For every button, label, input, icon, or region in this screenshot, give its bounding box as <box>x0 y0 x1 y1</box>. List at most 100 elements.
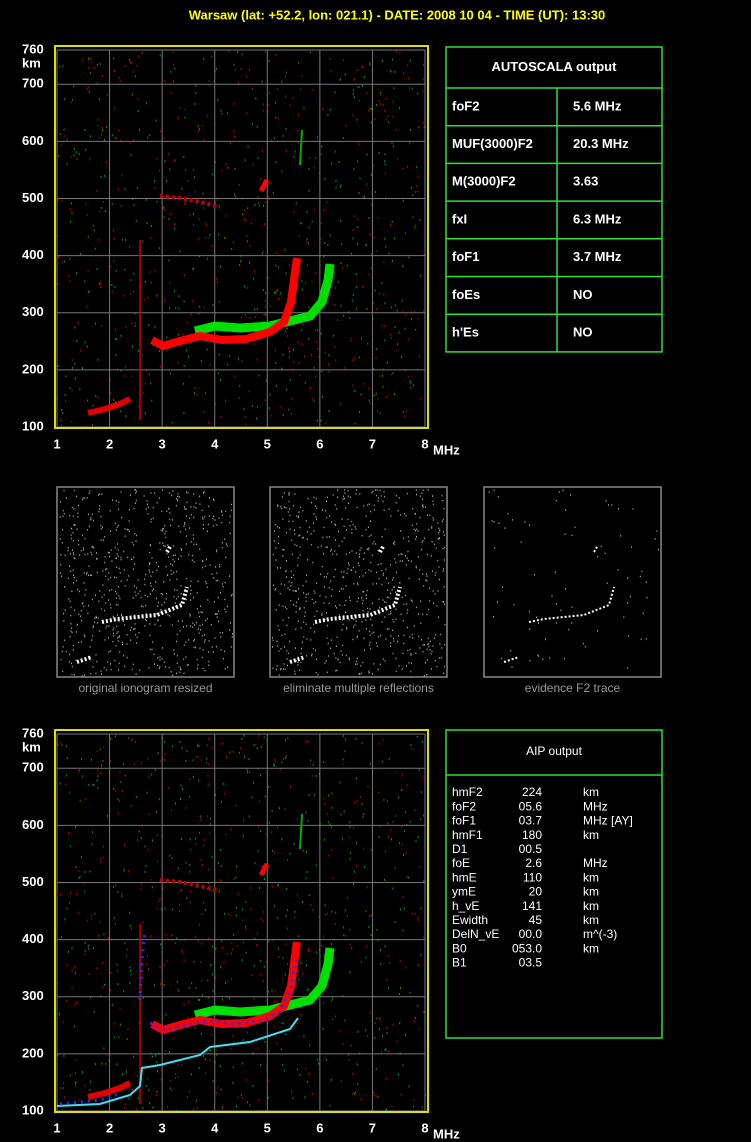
panel-noise <box>367 590 368 592</box>
panel-noise <box>116 529 117 531</box>
panel-noise <box>165 545 166 547</box>
noise <box>380 103 381 105</box>
panel-noise <box>330 580 331 582</box>
panel-noise <box>497 601 498 603</box>
noise <box>286 150 287 152</box>
noise <box>308 741 309 743</box>
noise <box>343 934 344 936</box>
noise <box>298 935 299 937</box>
noise <box>66 775 67 777</box>
panel-noise <box>342 629 343 631</box>
noise <box>173 64 174 66</box>
noise <box>173 52 174 54</box>
panel-noise <box>378 497 379 499</box>
panel-noise <box>440 634 441 636</box>
panel-noise <box>640 576 641 578</box>
panel-noise <box>322 566 323 568</box>
panel-noise <box>420 495 421 497</box>
noise <box>90 135 91 137</box>
panel-noise <box>213 525 214 527</box>
panel-noise <box>103 539 104 541</box>
noise <box>181 188 182 190</box>
noise <box>131 62 132 64</box>
noise <box>345 1020 346 1022</box>
noise <box>216 1049 217 1051</box>
noise <box>199 128 200 130</box>
panel-noise <box>425 662 426 664</box>
noise <box>76 151 77 153</box>
param-name: DelN_vE <box>452 927 499 941</box>
panel-noise <box>95 595 96 597</box>
panel-noise <box>61 659 62 661</box>
param-value: NO <box>573 287 593 302</box>
noise <box>102 129 103 131</box>
panel-noise <box>370 635 371 637</box>
noise <box>184 365 185 367</box>
panel-noise <box>605 553 606 555</box>
panel-noise <box>124 666 125 668</box>
noise <box>277 88 278 90</box>
noise <box>146 102 147 104</box>
panel-noise <box>313 522 314 524</box>
noise <box>325 914 326 916</box>
panel-noise <box>416 567 417 569</box>
noise <box>260 973 261 975</box>
panel-noise <box>371 570 372 572</box>
panel-noise <box>306 624 307 626</box>
panel-noise <box>284 506 285 508</box>
noise <box>276 117 277 119</box>
noise <box>418 919 419 921</box>
panel-noise <box>163 545 164 547</box>
panel-noise <box>372 543 373 545</box>
panel-noise <box>620 535 621 537</box>
noise <box>64 98 65 100</box>
noise <box>121 893 122 895</box>
x-tick-label: 2 <box>106 1120 113 1135</box>
panel-noise <box>438 616 439 618</box>
noise <box>390 334 391 336</box>
noise <box>100 772 101 774</box>
noise <box>309 226 310 228</box>
noise <box>392 821 393 823</box>
panel-noise <box>222 542 223 544</box>
noise <box>125 239 126 241</box>
panel <box>484 487 661 677</box>
noise <box>293 361 294 363</box>
param-value: NO <box>573 324 593 339</box>
panel-noise <box>428 643 429 645</box>
panel-noise <box>343 496 344 498</box>
noise <box>302 75 303 77</box>
panel-noise <box>556 622 557 624</box>
noise <box>76 893 77 895</box>
panel-noise <box>145 605 146 607</box>
noise <box>194 961 195 963</box>
panel-noise <box>137 637 138 639</box>
noise <box>335 923 336 925</box>
panel-noise <box>284 634 285 636</box>
noise <box>60 894 61 896</box>
noise <box>258 157 259 159</box>
panel-noise <box>118 631 119 633</box>
noise <box>74 1004 75 1006</box>
panel-noise <box>278 536 279 538</box>
panel-noise <box>180 630 181 632</box>
panel-noise <box>402 554 403 556</box>
noise <box>132 739 133 741</box>
noise <box>223 1105 224 1107</box>
panel-noise <box>179 672 180 674</box>
panel-noise <box>277 665 278 667</box>
noise <box>92 831 93 833</box>
noise <box>125 366 126 368</box>
panel-noise <box>444 559 445 561</box>
noise <box>147 1077 148 1079</box>
panel-noise <box>72 507 73 509</box>
panel-noise <box>339 605 340 607</box>
panel-noise <box>154 654 155 656</box>
panel-noise <box>373 491 374 493</box>
noise <box>231 952 232 954</box>
noise <box>310 387 311 389</box>
panel-noise <box>200 625 201 627</box>
panel-noise <box>430 649 431 651</box>
noise <box>421 791 422 793</box>
panel-noise <box>298 516 299 518</box>
